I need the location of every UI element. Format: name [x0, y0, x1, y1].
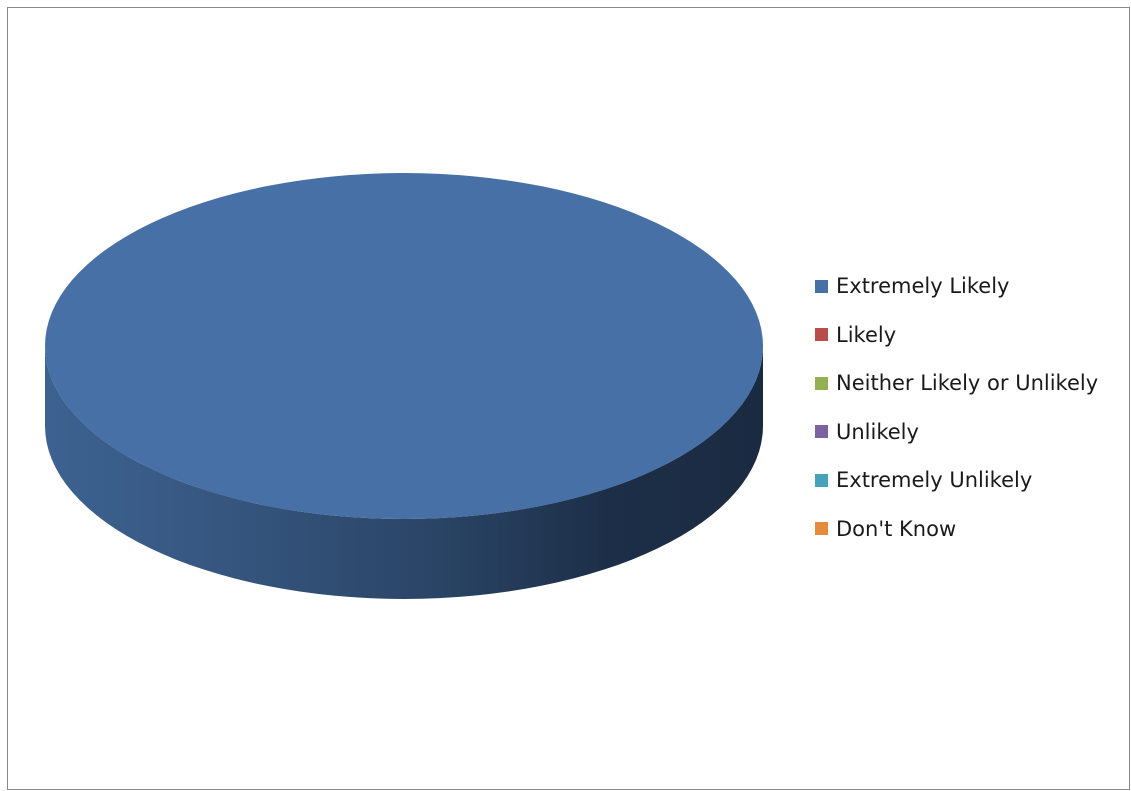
legend-swatch [815, 522, 828, 536]
legend-item: Unlikely [815, 408, 1125, 457]
legend-label: Unlikely [836, 419, 919, 444]
legend-item: Extremely Unlikely [815, 456, 1125, 505]
legend-label: Neither Likely or Unlikely [836, 371, 1099, 396]
legend-item: Neither Likely or Unlikely [815, 359, 1125, 408]
legend-swatch [815, 425, 828, 439]
chart-legend: Extremely Likely Likely Neither Likely or … [815, 262, 1125, 553]
legend-label: Likely [836, 322, 897, 347]
legend-label: Extremely Likely [836, 274, 1010, 299]
legend-swatch [815, 376, 828, 390]
legend-item: Don't Know [815, 505, 1125, 554]
pie-slice-extremely-likely [45, 173, 763, 519]
legend-swatch [815, 279, 828, 293]
legend-swatch [815, 473, 828, 487]
pie-slice-extremely-likely-side [45, 346, 763, 599]
legend-item: Likely [815, 311, 1125, 360]
legend-swatch [815, 328, 828, 342]
legend-label: Don't Know [836, 516, 957, 541]
legend-label: Extremely Unlikely [836, 468, 1033, 493]
legend-item: Extremely Likely [815, 262, 1125, 311]
